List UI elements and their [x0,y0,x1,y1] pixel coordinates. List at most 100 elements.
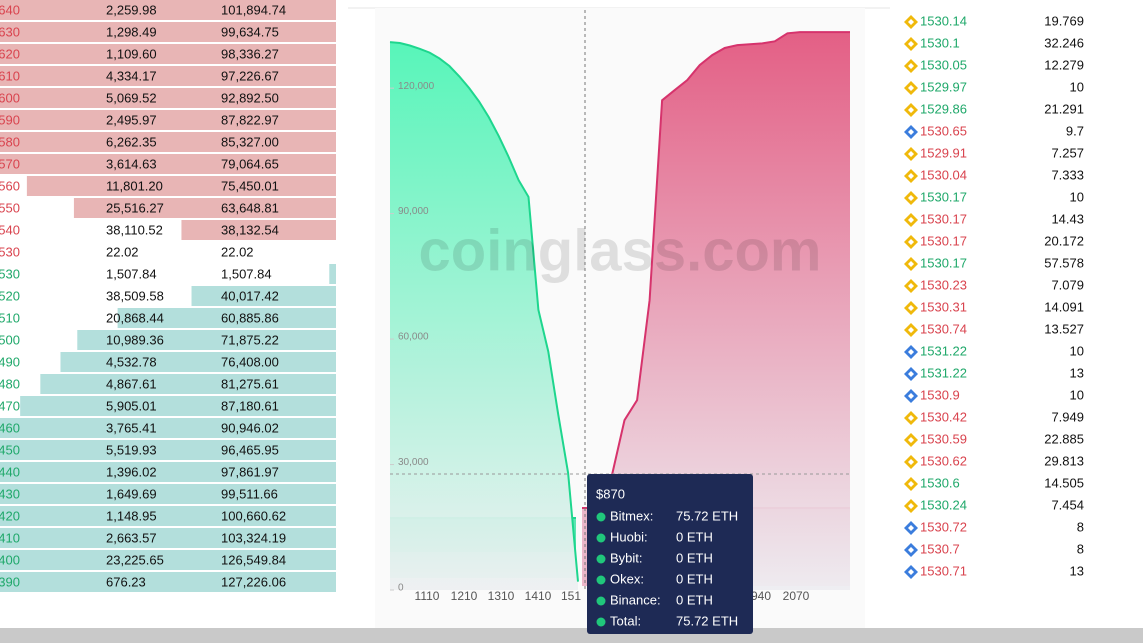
total: 90,946.02 [221,420,279,435]
order-row[interactable]: 500 10,989.36 71,875.22 [0,330,336,350]
order-row[interactable]: 530 1,507.84 1,507.84 [0,264,336,284]
depth-area [612,32,850,591]
total: 1,507.84 [221,266,272,281]
amount: 23,225.65 [106,552,164,567]
amount: 22.02 [106,244,139,259]
trade-row[interactable]: 1530.23 7.079 [904,277,1084,293]
trade-row[interactable]: 1530.14 19.769 [904,13,1084,29]
trade-row[interactable]: 1530.1 32.246 [904,35,1084,51]
order-row[interactable]: 640 2,259.98 101,894.74 [0,0,336,20]
order-row[interactable]: 590 2,495.97 87,822.97 [0,110,336,130]
trade-row[interactable]: 1531.22 10 [904,343,1084,359]
trade-amount: 21.291 [1044,101,1084,116]
trade-row[interactable]: 1530.17 10 [904,189,1084,205]
exchange-icon-inner [908,19,914,25]
depth-bar [0,154,336,174]
depth-bar [20,396,336,416]
total: 96,465.95 [221,442,279,457]
trade-amount: 32.246 [1044,35,1084,50]
trade-price: 1530.9 [920,387,960,402]
amount: 2,259.98 [106,2,157,17]
trade-row[interactable]: 1530.71 13 [904,563,1084,579]
order-row[interactable]: 520 38,509.58 40,017.42 [0,286,336,306]
trade-row[interactable]: 1530.17 20.172 [904,233,1084,249]
trade-price: 1530.42 [920,409,967,424]
trade-row[interactable]: 1530.59 22.885 [904,431,1084,447]
order-row[interactable]: 560 11,801.20 75,450.01 [0,176,336,196]
order-row[interactable]: 630 1,298.49 99,634.75 [0,22,336,42]
tooltip-label: Bybit: [610,550,643,565]
trade-row[interactable]: 1530.04 7.333 [904,167,1084,183]
depth-bar [0,440,336,460]
price: 450 [0,442,20,457]
depth-bar [0,110,336,130]
depth-bar [77,330,336,350]
trade-row[interactable]: 1529.86 21.291 [904,101,1084,117]
trade-amount: 29.813 [1044,453,1084,468]
trade-row[interactable]: 1530.31 14.091 [904,299,1084,315]
trade-row[interactable]: 1530.42 7.949 [904,409,1084,425]
trade-row[interactable]: 1530.74 13.527 [904,321,1084,337]
depth-bar [0,418,336,438]
order-row[interactable]: 390 676.23 127,226.06 [0,572,336,592]
trade-row[interactable]: 1530.72 8 [904,519,1084,535]
y-tick-label: 60,000 [398,332,429,343]
order-row[interactable]: 450 5,519.93 96,465.95 [0,440,336,460]
trade-row[interactable]: 1530.17 57.578 [904,255,1084,271]
exchange-icon-inner [908,107,914,113]
order-row[interactable]: 600 5,069.52 92,892.50 [0,88,336,108]
price: 480 [0,376,20,391]
trade-price: 1531.22 [920,365,967,380]
order-row[interactable]: 490 4,532.78 76,408.00 [0,352,336,372]
price: 600 [0,90,20,105]
order-row[interactable]: 400 23,225.65 126,549.84 [0,550,336,570]
trade-price: 1530.74 [920,321,967,336]
amount: 1,148.95 [106,508,157,523]
trade-row[interactable]: 1530.62 29.813 [904,453,1084,469]
trade-row[interactable]: 1530.17 14.43 [904,211,1084,227]
depth-bar [0,22,336,42]
trade-amount: 13 [1070,365,1084,380]
trade-row[interactable]: 1530.7 8 [904,541,1084,557]
order-row[interactable]: 540 38,110.52 38,132.54 [0,220,336,240]
order-row[interactable]: 550 25,516.27 63,648.81 [0,198,337,218]
order-row[interactable]: 620 1,109.60 98,336.27 [0,44,336,64]
scrollbar[interactable] [0,628,1143,643]
x-tick-label: 1210 [451,589,478,603]
exchange-icon-inner [908,371,914,377]
trade-price: 1530.17 [920,211,967,226]
price: 560 [0,178,20,193]
total: 87,180.61 [221,398,279,413]
amount: 1,298.49 [106,24,157,39]
order-row[interactable]: 430 1,649.69 99,511.66 [0,484,336,504]
order-row[interactable]: 460 3,765.41 90,946.02 [0,418,336,438]
price: 470 [0,398,20,413]
x-tick-label: 1310 [488,589,515,603]
order-row[interactable]: 420 1,148.95 100,660.62 [0,506,336,526]
trade-row[interactable]: 1530.05 12.279 [904,57,1084,73]
price: 610 [0,68,20,83]
trade-row[interactable]: 1531.22 13 [904,365,1084,381]
order-row[interactable]: 480 4,867.61 81,275.61 [0,374,336,394]
order-row[interactable]: 570 3,614.63 79,064.65 [0,154,336,174]
order-row[interactable]: 530 22.02 22.02 [0,244,254,259]
trade-row[interactable]: 1529.97 10 [904,79,1084,95]
order-row[interactable]: 510 20,868.44 60,885.86 [0,308,336,328]
price: 420 [0,508,20,523]
trade-row[interactable]: 1530.6 14.505 [904,475,1084,491]
order-row[interactable]: 580 6,262.35 85,327.00 [0,132,336,152]
trade-row[interactable]: 1530.65 9.7 [904,123,1084,139]
order-row[interactable]: 610 4,334.17 97,226.67 [0,66,336,86]
order-row[interactable]: 470 5,905.01 87,180.61 [0,396,336,416]
trade-row[interactable]: 1529.91 7.257 [904,145,1084,161]
trade-row[interactable]: 1530.9 10 [904,387,1084,403]
order-row[interactable]: 410 2,663.57 103,324.19 [0,528,336,548]
price: 460 [0,420,20,435]
depth-bar [0,44,336,64]
trade-row[interactable]: 1530.24 7.454 [904,497,1084,513]
tooltip-value: 75.72 ETH [676,613,738,628]
order-row[interactable]: 440 1,396.02 97,861.97 [0,462,336,482]
total: 85,327.00 [221,134,279,149]
tooltip-label: Binance: [610,592,661,607]
